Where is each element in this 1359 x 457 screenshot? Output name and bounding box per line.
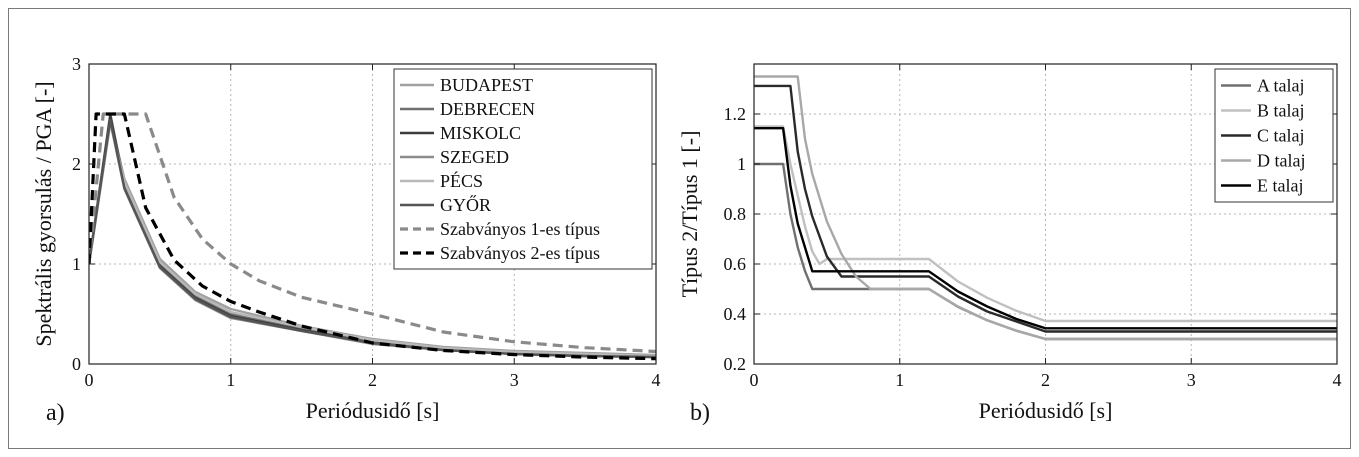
- x-tick-label: 2: [1041, 370, 1050, 390]
- y-tick-label: 0.8: [724, 204, 747, 224]
- legend-entry-1: A talaj: [1257, 76, 1305, 96]
- x-axis-label: Periódusidő [s]: [979, 398, 1113, 423]
- series-line-7: [89, 112, 656, 354]
- series-group: [89, 112, 656, 361]
- panel-letter: a): [46, 400, 65, 426]
- x-tick-label: 4: [1333, 370, 1342, 390]
- panel-b-chart: 0 1 2 3 4 0.2 0.4 0.6 0.8 1 1.2 Periódusidő [s] Típu…: [677, 63, 1342, 426]
- y-tick-label: 1: [72, 254, 81, 274]
- x-tick-label: 1: [226, 370, 235, 390]
- series-line-4: [754, 75, 1337, 341]
- x-tick-label: 4: [652, 370, 661, 390]
- y-tick-label: 0.6: [724, 254, 747, 274]
- legend-entry-2: B talaj: [1257, 101, 1305, 121]
- series-line-3: [754, 84, 1337, 333]
- ticks: 0 1 2 3 4 0.2 0.4 0.6 0.8 1 1.2: [724, 64, 1342, 390]
- legend: A talaj B talaj C talaj D talaj E talaj: [1214, 68, 1334, 203]
- x-tick-label: 3: [510, 370, 519, 390]
- y-tick-label: 2: [72, 154, 81, 174]
- x-tick-label: 1: [895, 370, 904, 390]
- x-tick-label: 2: [368, 370, 377, 390]
- legend-entry-3: C talaj: [1257, 126, 1305, 146]
- legend-entry-3: MISKOLC: [440, 123, 521, 143]
- ticks: 0 1 2 3 4 0 1 2 3: [72, 54, 661, 390]
- legend-entry-1: BUDAPEST: [440, 75, 533, 95]
- legend-entry-6: GYŐR: [440, 194, 491, 215]
- series-line-8: [89, 112, 656, 361]
- y-tick-label: 0.2: [724, 354, 747, 374]
- series-group: [754, 75, 1337, 341]
- legend-entry-5: E talaj: [1257, 176, 1303, 196]
- y-tick-label: 1: [737, 154, 746, 174]
- panel-letter: b): [690, 400, 710, 426]
- x-axis-label: Periódusidő [s]: [306, 398, 440, 423]
- x-tick-label: 0: [85, 370, 94, 390]
- figure-canvas: 0 1 2 3 4 0 1 2 3 Periódusidő [s] Spektrális gyors…: [31, 54, 1342, 426]
- y-tick-label: 0.4: [724, 304, 747, 324]
- y-tick-label: 3: [72, 54, 81, 74]
- y-tick-label: 0: [72, 354, 81, 374]
- legend-entry-4: SZEGED: [440, 147, 509, 167]
- x-tick-label: 3: [1187, 370, 1196, 390]
- y-axis-label: Típus 2/Típus 1 [-]: [677, 131, 702, 298]
- legend: BUDAPEST DEBRECEN MISKOLC SZEGED PÉCS GYŐR Sza…: [393, 68, 653, 270]
- panel-a-chart: 0 1 2 3 4 0 1 2 3 Periódusidő [s] Spektrális gyors…: [31, 54, 661, 426]
- legend-entry-4: D talaj: [1257, 151, 1305, 171]
- legend-entry-2: DEBRECEN: [440, 99, 535, 119]
- figure-frame: 0 1 2 3 4 0 1 2 3 Periódusidő [s] Spektrális gyors…: [8, 8, 1351, 449]
- x-tick-label: 0: [750, 370, 759, 390]
- legend-entry-5: PÉCS: [440, 170, 483, 191]
- y-tick-label: 1.2: [724, 104, 747, 124]
- legend-entry-7: Szabványos 1-es típus: [440, 219, 600, 239]
- series-line-5: [754, 126, 1337, 330]
- series-line-2: [754, 125, 1337, 323]
- legend-entry-8: Szabványos 2-es típus: [440, 243, 600, 263]
- y-axis-label: Spektrális gyorsulás / PGA [-]: [31, 81, 56, 346]
- legend-box: [393, 68, 653, 270]
